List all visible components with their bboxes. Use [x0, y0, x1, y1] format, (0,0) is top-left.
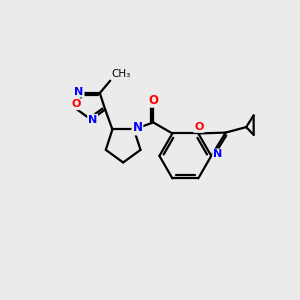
Text: O: O	[72, 99, 81, 109]
Text: CH₃: CH₃	[111, 69, 130, 79]
Text: O: O	[148, 94, 158, 107]
Text: O: O	[194, 122, 204, 132]
Text: N: N	[74, 87, 84, 97]
Text: N: N	[213, 149, 222, 159]
Text: N: N	[132, 122, 142, 134]
Text: N: N	[88, 115, 97, 125]
